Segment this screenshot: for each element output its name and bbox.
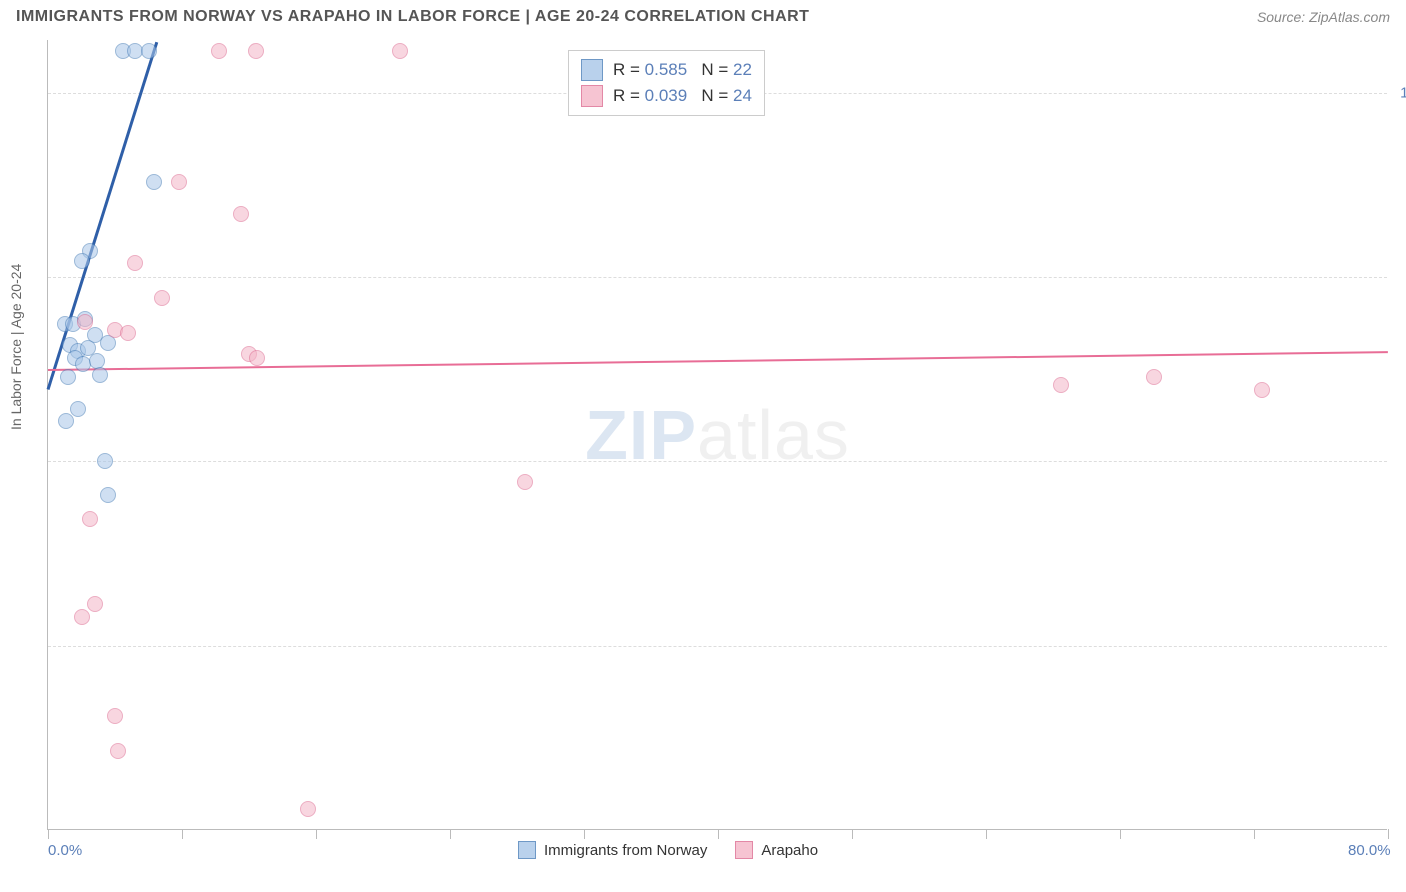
legend-swatch — [581, 59, 603, 81]
gridline-h — [48, 461, 1387, 462]
x-tick — [316, 829, 317, 839]
data-point — [1254, 382, 1270, 398]
x-tick — [986, 829, 987, 839]
data-point — [87, 596, 103, 612]
data-point — [1146, 369, 1162, 385]
data-point — [392, 43, 408, 59]
y-tick-label: 65.0% — [1393, 453, 1406, 470]
x-tick-label: 0.0% — [48, 842, 82, 859]
x-tick — [852, 829, 853, 839]
data-point — [248, 43, 264, 59]
data-point — [60, 369, 76, 385]
x-tick — [584, 829, 585, 839]
x-tick — [1254, 829, 1255, 839]
data-point — [300, 801, 316, 817]
data-point — [97, 453, 113, 469]
data-point — [82, 511, 98, 527]
y-axis-label: In Labor Force | Age 20-24 — [8, 264, 24, 430]
legend-stat-text: R = 0.585 N = 22 — [613, 60, 752, 80]
data-point — [100, 335, 116, 351]
watermark: ZIPatlas — [585, 395, 850, 475]
data-point — [58, 413, 74, 429]
data-point — [120, 325, 136, 341]
chart-header: IMMIGRANTS FROM NORWAY VS ARAPAHO IN LAB… — [0, 0, 1406, 30]
gridline-h — [48, 277, 1387, 278]
data-point — [211, 43, 227, 59]
x-tick — [182, 829, 183, 839]
legend-stats-row: R = 0.585 N = 22 — [581, 57, 752, 83]
data-point — [74, 253, 90, 269]
data-point — [141, 43, 157, 59]
legend-stat-text: R = 0.039 N = 24 — [613, 86, 752, 106]
x-tick — [48, 829, 49, 839]
y-tick-label: 82.5% — [1393, 269, 1406, 286]
data-point — [249, 350, 265, 366]
x-tick — [1120, 829, 1121, 839]
legend-stats-row: R = 0.039 N = 24 — [581, 83, 752, 109]
legend-series-label: Arapaho — [761, 842, 818, 859]
chart-title: IMMIGRANTS FROM NORWAY VS ARAPAHO IN LAB… — [16, 8, 809, 26]
data-point — [233, 206, 249, 222]
data-point — [100, 487, 116, 503]
data-point — [154, 290, 170, 306]
y-tick-label: 100.0% — [1393, 84, 1406, 101]
data-point — [92, 367, 108, 383]
data-point — [1053, 377, 1069, 393]
legend-series: Immigrants from Norway Arapaho — [518, 841, 818, 859]
legend-series-label: Immigrants from Norway — [544, 842, 707, 859]
data-point — [127, 255, 143, 271]
data-point — [107, 708, 123, 724]
data-point — [110, 743, 126, 759]
data-point — [70, 401, 86, 417]
chart-source: Source: ZipAtlas.com — [1257, 9, 1390, 25]
x-tick — [1388, 829, 1389, 839]
data-point — [146, 174, 162, 190]
legend-swatch — [735, 841, 753, 859]
x-tick — [718, 829, 719, 839]
x-tick-label: 80.0% — [1348, 842, 1391, 859]
legend-swatch — [581, 85, 603, 107]
data-point — [517, 474, 533, 490]
legend-swatch — [518, 841, 536, 859]
scatter-chart: ZIPatlas 47.5%65.0%82.5%100.0%0.0%80.0%R… — [47, 40, 1387, 830]
data-point — [171, 174, 187, 190]
gridline-h — [48, 646, 1387, 647]
x-tick — [450, 829, 451, 839]
legend-series-item: Arapaho — [735, 841, 818, 859]
data-point — [74, 609, 90, 625]
legend-stats: R = 0.585 N = 22 R = 0.039 N = 24 — [568, 50, 765, 116]
data-point — [77, 314, 93, 330]
legend-series-item: Immigrants from Norway — [518, 841, 707, 859]
y-tick-label: 47.5% — [1393, 637, 1406, 654]
